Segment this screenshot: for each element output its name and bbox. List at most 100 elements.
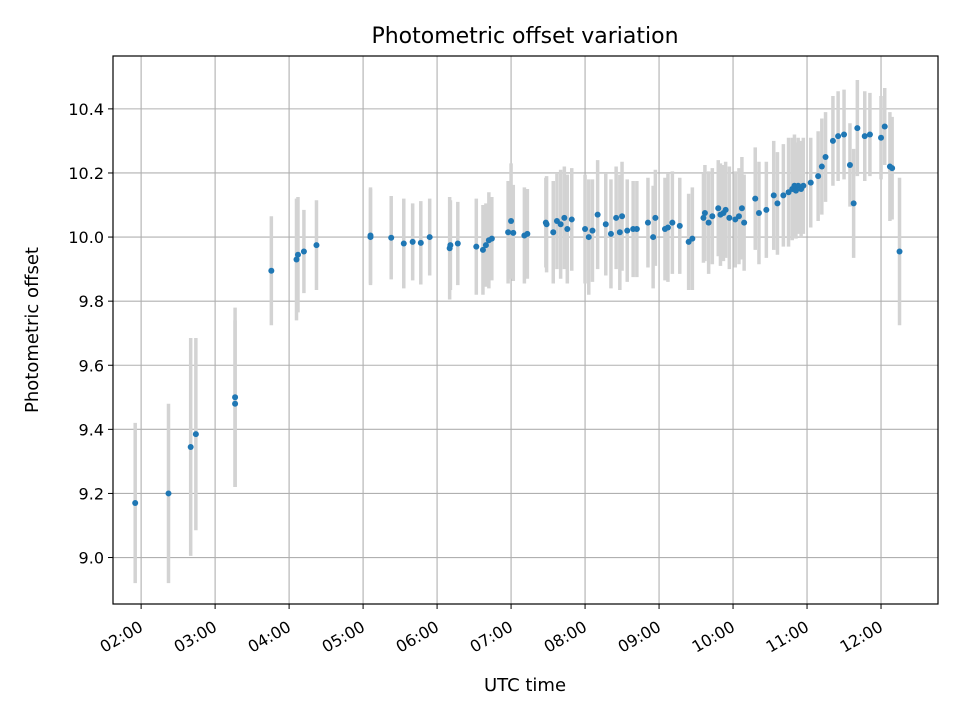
data-point (722, 206, 729, 213)
data-point (881, 123, 888, 130)
data-point (846, 161, 853, 168)
data-point (726, 214, 733, 221)
data-point (822, 153, 829, 160)
data-point (700, 214, 707, 221)
data-point (815, 173, 822, 180)
data-points (132, 123, 903, 507)
data-point (829, 137, 836, 144)
data-point (582, 226, 589, 233)
data-point (132, 500, 139, 507)
data-point (709, 213, 716, 220)
data-point (652, 214, 659, 221)
data-point (807, 179, 814, 186)
data-point (313, 242, 320, 249)
y-tick-label: 9.4 (79, 420, 104, 439)
data-point (447, 242, 454, 249)
data-point (524, 230, 531, 237)
data-point (735, 213, 742, 220)
data-point (594, 211, 601, 218)
data-point (367, 232, 374, 239)
data-point (861, 133, 868, 140)
data-point (400, 240, 407, 247)
data-point (192, 431, 199, 438)
plot-frame (112, 55, 939, 605)
data-point (585, 234, 592, 241)
x-axis-label: UTC time (484, 675, 566, 696)
y-tick-label: 9.0 (79, 549, 104, 568)
data-point (689, 235, 696, 242)
data-point (616, 229, 623, 236)
data-point (841, 131, 848, 138)
data-point (268, 267, 275, 274)
data-point (705, 219, 712, 226)
data-point (701, 210, 708, 217)
data-point (232, 394, 239, 401)
data-point (715, 205, 722, 212)
data-point (187, 443, 194, 450)
data-point (780, 192, 787, 199)
data-point (550, 229, 557, 236)
data-point (479, 246, 486, 253)
data-point (564, 226, 571, 233)
data-point (165, 490, 172, 497)
data-point (473, 243, 480, 250)
y-axis-ticks: 9.0 9.2 9.4 9.6 9.8 10.0 10.2 10.4 (68, 100, 113, 568)
data-point (510, 229, 517, 236)
y-tick-label: 10.0 (68, 228, 104, 247)
data-point (557, 221, 564, 228)
data-point (488, 235, 495, 242)
data-point (644, 219, 651, 226)
data-point (568, 216, 575, 223)
data-point (508, 218, 515, 225)
data-point (417, 239, 424, 246)
data-point (602, 221, 609, 228)
data-point (613, 214, 620, 221)
data-point (770, 192, 777, 199)
data-point (388, 234, 395, 241)
chart-title: Photometric offset variation (371, 24, 678, 49)
y-tick-label: 9.2 (79, 484, 104, 503)
data-point (835, 133, 842, 140)
data-point (505, 229, 512, 236)
data-point (676, 222, 683, 229)
data-point (878, 134, 885, 141)
y-tick-label: 9.8 (79, 292, 104, 311)
data-point (741, 219, 748, 226)
data-point (482, 242, 489, 249)
y-tick-label: 9.6 (79, 356, 104, 375)
data-point (738, 205, 745, 212)
data-point (561, 214, 568, 221)
data-point (866, 131, 873, 138)
data-point (589, 227, 596, 234)
data-point (669, 219, 676, 226)
data-point (633, 226, 640, 233)
data-point (774, 200, 781, 207)
y-tick-label: 10.4 (68, 100, 104, 119)
y-axis-label: Photometric offset (22, 247, 43, 413)
data-point (755, 210, 762, 217)
data-point (409, 238, 416, 245)
data-point (300, 248, 307, 255)
data-point (752, 195, 759, 202)
data-point (232, 400, 239, 407)
data-point (889, 165, 896, 172)
data-point (294, 251, 301, 258)
data-point (854, 125, 861, 132)
data-point (607, 230, 614, 237)
data-point (763, 206, 770, 213)
data-point (543, 221, 550, 228)
data-point (619, 213, 626, 220)
data-point (896, 248, 903, 255)
data-point (293, 256, 300, 263)
data-point (850, 200, 857, 207)
data-point (792, 187, 799, 194)
data-point (426, 234, 433, 241)
data-point (800, 182, 807, 189)
data-point (664, 224, 671, 231)
data-point (624, 227, 631, 234)
data-point (454, 240, 461, 247)
data-point (650, 234, 657, 241)
data-point (818, 163, 825, 170)
